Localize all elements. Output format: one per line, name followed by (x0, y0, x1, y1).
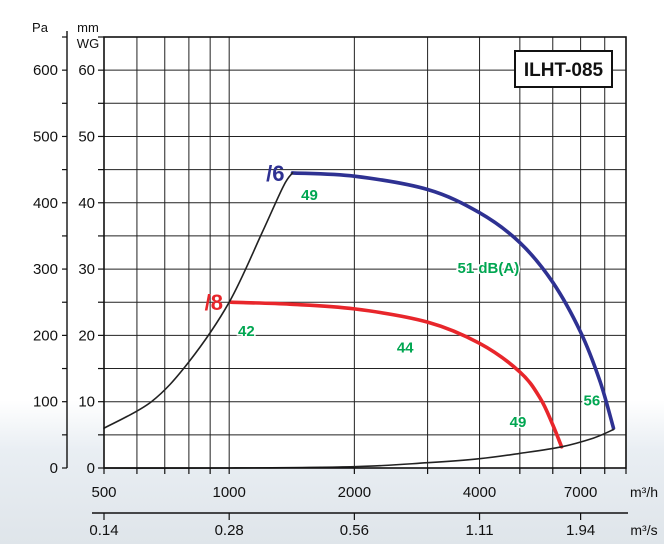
y-tick-label-pa: 100 (33, 394, 58, 411)
noise-level-label: 56 (584, 393, 601, 410)
labels: /6/8 49 51 dB(A) 42 44 49 56 ILHT-085 (205, 50, 613, 432)
y-axis-label-mm: mm (77, 20, 99, 35)
system-curve-2 (103, 172, 294, 429)
y-tick-label-mm: 20 (78, 327, 95, 344)
y-tick-label-mm: 30 (78, 261, 95, 278)
grid (104, 37, 626, 468)
y-tick-label-pa: 300 (33, 261, 58, 278)
x-tick-label-m3s: 0.14 (89, 522, 118, 539)
x-unit-m3s: m³/s (630, 522, 657, 538)
plot-frame (103, 36, 627, 469)
y-tick-label-pa: 600 (33, 62, 58, 79)
series-label: /8 (205, 290, 223, 315)
x-tick-label-m3h: 2000 (338, 484, 371, 501)
y-tick-label-mm: 40 (78, 195, 95, 212)
noise-level-label: 49 (301, 187, 318, 204)
noise-level-label: 51 dB(A) (458, 260, 520, 277)
y-tick-label-mm: 0 (87, 460, 95, 477)
series-curve-6 (290, 171, 616, 430)
series-curve-8 (229, 300, 564, 449)
y-tick-label-pa: 500 (33, 128, 58, 145)
noise-level-label: 42 (238, 323, 255, 340)
y-axis-label-pa: Pa (32, 20, 49, 35)
y-tick-label-pa: 200 (33, 327, 58, 344)
x-tick-label-m3h: 500 (91, 484, 116, 501)
y-tick-label-mm: 60 (78, 62, 95, 79)
x-tick-label-m3h: 4000 (463, 484, 496, 501)
y-axis-label-mm: WG (77, 36, 99, 51)
x-unit-m3h: m³/h (630, 484, 658, 500)
x-tick-label-m3h: 1000 (212, 484, 245, 501)
y-tick-label-pa: 400 (33, 195, 58, 212)
x-tick-label-m3s: 1.11 (465, 522, 493, 539)
y-tick-label-pa: 0 (50, 460, 58, 477)
series-label: /6 (266, 161, 284, 186)
noise-level-label: 44 (397, 340, 414, 357)
noise-level-label: 49 (510, 414, 527, 431)
y-tick-label-mm: 50 (78, 128, 95, 145)
x-tick-label-m3h: 7000 (564, 484, 597, 501)
plot-background (104, 37, 626, 468)
x-tick-label-m3s: 1.94 (566, 522, 595, 539)
x-tick-label-m3s: 0.28 (215, 522, 244, 539)
x-tick-label-m3s: 0.56 (340, 522, 369, 539)
chart-title: ILHT-085 (524, 60, 604, 81)
y-tick-label-mm: 10 (78, 394, 95, 411)
title-box (514, 50, 613, 88)
